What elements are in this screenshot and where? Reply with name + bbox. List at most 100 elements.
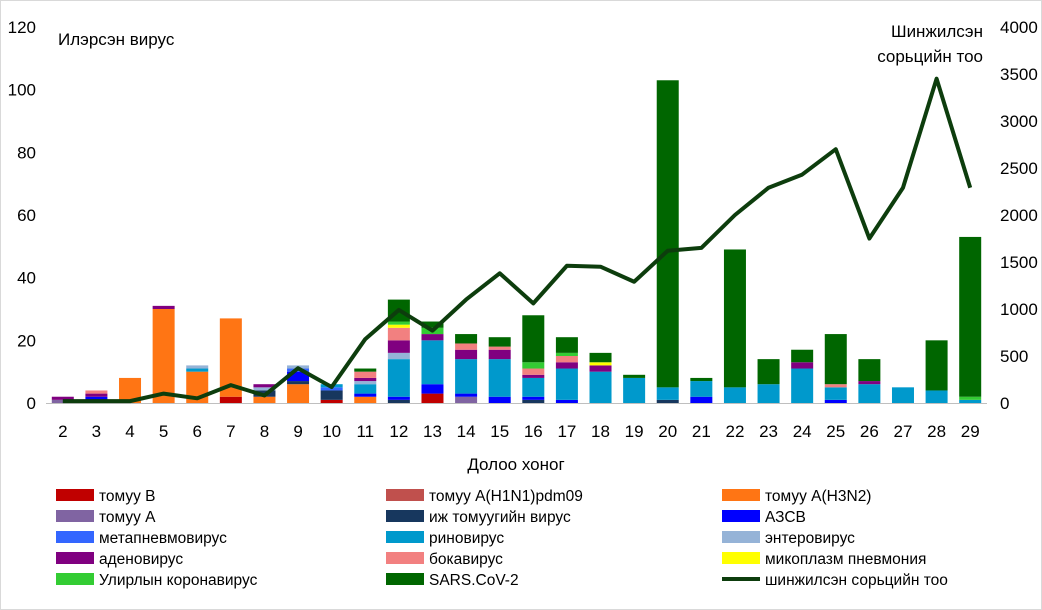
- bar-segment: [555, 337, 578, 353]
- x-axis: 2 3 4 5 6 7 8 9 10 11 12 13 14 15 16 17 18 19 20 21 22 23 24 25…: [46, 403, 987, 441]
- legend-label: АЗСВ: [765, 509, 806, 526]
- bar-segment: [421, 384, 444, 394]
- legend-swatch: [722, 510, 760, 522]
- bar-segment: [85, 390, 108, 394]
- bar-segment: [387, 340, 410, 353]
- y-right-tick-label: 1000: [1000, 300, 1038, 319]
- y-axis-right-title-line1: Шинжилсэн: [891, 22, 983, 41]
- x-tick-label: 20: [658, 422, 677, 441]
- bar-segment: [354, 384, 377, 394]
- legend-label: SARS.CoV-2: [429, 572, 519, 589]
- legend-swatch: [56, 531, 94, 543]
- bar-segment: [488, 396, 511, 403]
- legend-label: Улирлын коронавирус: [99, 572, 258, 589]
- bar-segment: [488, 337, 511, 347]
- y-left-tick-label: 80: [17, 143, 36, 162]
- legend-label: энтеровирус: [765, 530, 855, 547]
- legend-swatch: [386, 573, 424, 585]
- bar-segment: [959, 396, 982, 400]
- bar-segment: [387, 396, 410, 400]
- legend-swatch: [386, 510, 424, 522]
- y-right-tick-label: 0: [1000, 394, 1009, 413]
- bar-segment: [791, 349, 814, 363]
- bar-segment: [656, 399, 679, 403]
- bar-segment: [119, 377, 142, 403]
- x-tick-label: 15: [490, 422, 509, 441]
- bar-segment: [791, 362, 814, 369]
- legend-swatch: [56, 489, 94, 501]
- bar-segment: [589, 362, 612, 366]
- bar-segment: [522, 315, 545, 363]
- x-tick-label: 6: [192, 422, 201, 441]
- y-axis-left-title: Илэрсэн вирус: [58, 30, 175, 49]
- y-axis-right-title-line2: сорьцийн тоо: [877, 47, 983, 66]
- x-tick-label: 3: [92, 422, 101, 441]
- bar-segment: [152, 305, 175, 309]
- bar-segment: [287, 384, 310, 403]
- x-tick-label: 7: [226, 422, 235, 441]
- bar-segment: [555, 356, 578, 363]
- x-tick-label: 4: [125, 422, 134, 441]
- x-axis-title: Долоо хоног: [467, 455, 564, 474]
- bar-segment: [656, 80, 679, 388]
- bar-segment: [690, 377, 713, 382]
- legend-label: бокавирус: [429, 551, 503, 568]
- bar-segment: [455, 343, 478, 350]
- y-axis-right: 0 500 1000 1500 2000 2500 3000 3500 4000: [1000, 18, 1038, 413]
- x-tick-label: 27: [894, 422, 913, 441]
- bar-segment: [287, 371, 310, 382]
- bar-segment: [522, 374, 545, 378]
- bar-segment: [858, 384, 881, 403]
- x-tick-label: 25: [826, 422, 845, 441]
- bar-segment: [219, 318, 242, 397]
- legend-label: риновирус: [429, 530, 504, 547]
- bar-segment: [85, 396, 108, 400]
- bar-segment: [791, 368, 814, 403]
- legend-swatch: [386, 489, 424, 501]
- bar-segment: [354, 396, 377, 403]
- bar-segment: [623, 377, 646, 403]
- legend-swatch: [722, 552, 760, 564]
- y-right-tick-label: 1500: [1000, 253, 1038, 272]
- legend-label: метапневмовирус: [99, 530, 227, 547]
- x-tick-label: 17: [557, 422, 576, 441]
- legend-label: иж томуугийн вирус: [429, 509, 571, 526]
- bar-segment: [455, 393, 478, 397]
- bar-segment: [488, 359, 511, 397]
- bar-segment: [387, 324, 410, 328]
- y-left-tick-label: 60: [17, 206, 36, 225]
- bar-segment: [858, 359, 881, 382]
- bar-segment: [891, 387, 914, 403]
- bar-segment: [51, 396, 74, 400]
- bar-segment: [421, 393, 444, 403]
- bar-segment: [623, 374, 646, 378]
- series-line-samples: [62, 76, 973, 404]
- bar-segment: [488, 346, 511, 350]
- bar-segment: [387, 399, 410, 403]
- x-tick-label: 11: [356, 422, 374, 441]
- legend-label: томуу A(H1N1)pdm09: [429, 488, 583, 505]
- bar-segment: [320, 399, 343, 403]
- bar-segment: [320, 390, 343, 400]
- bar-segment: [959, 399, 982, 403]
- legend-swatch: [722, 489, 760, 501]
- x-tick-label: 8: [260, 422, 269, 441]
- bar-segment: [656, 387, 679, 400]
- bar-segment: [455, 349, 478, 360]
- y-right-tick-label: 3500: [1000, 65, 1038, 84]
- bar-segment: [522, 368, 545, 375]
- bar-segment: [455, 396, 478, 403]
- x-tick-label: 2: [58, 422, 67, 441]
- x-tick-label: 29: [961, 422, 980, 441]
- y-left-tick-label: 40: [17, 269, 36, 288]
- bar-segment: [488, 349, 511, 360]
- legend-label: микоплазм пневмония: [765, 551, 926, 568]
- bar-segment: [421, 340, 444, 385]
- bar-segment: [555, 399, 578, 403]
- legend-swatch: [56, 510, 94, 522]
- x-tick-label: 12: [389, 422, 408, 441]
- bar-segment: [925, 390, 948, 403]
- bar-segment: [757, 384, 780, 403]
- bar-segment: [555, 352, 578, 356]
- bar-segment: [354, 371, 377, 378]
